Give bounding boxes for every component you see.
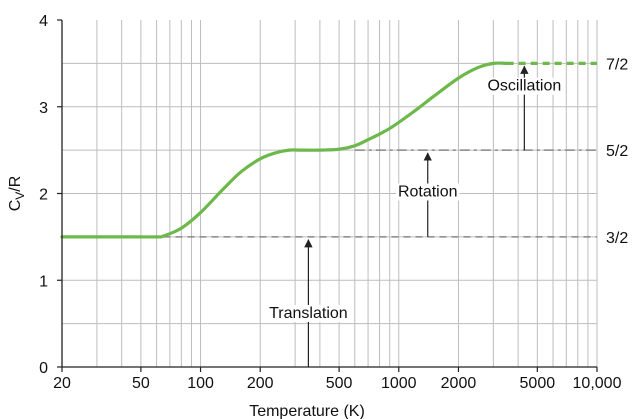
x-tick-label: 20 bbox=[53, 375, 71, 392]
x-tick-label: 1000 bbox=[381, 375, 417, 392]
annotation-label: Rotation bbox=[398, 184, 458, 201]
labels: Temperature (K) 20 50 100 200 500 1000 2000 500… bbox=[7, 13, 628, 419]
x-tick-label: 500 bbox=[326, 375, 353, 392]
annotation-label: Translation bbox=[269, 305, 348, 322]
y-tick-label: 3 bbox=[39, 100, 48, 117]
x-axis-label: Temperature (K) bbox=[249, 403, 365, 419]
y-axis-label: CV/R bbox=[7, 176, 27, 212]
x-tick-label: 5000 bbox=[520, 375, 556, 392]
annotation-background bbox=[485, 77, 564, 95]
right-value-label: 5/2 bbox=[606, 143, 628, 160]
right-value-label: 3/2 bbox=[606, 230, 628, 247]
annotation-label: Oscillation bbox=[487, 78, 561, 95]
annotations: Translation Rotation Oscillation bbox=[267, 65, 564, 367]
x-tick-label: 50 bbox=[132, 375, 150, 392]
x-tick-label: 10,000 bbox=[573, 375, 622, 392]
x-tick-label: 200 bbox=[247, 375, 274, 392]
y-tick-label: 2 bbox=[39, 187, 48, 204]
y-tick-label: 1 bbox=[39, 273, 48, 290]
annotation-background bbox=[267, 304, 350, 322]
y-tick-label: 0 bbox=[39, 360, 48, 377]
grid bbox=[61, 20, 598, 367]
y-tick-label: 4 bbox=[39, 13, 48, 30]
x-tick-label: 2000 bbox=[441, 375, 477, 392]
heat-capacity-curve bbox=[60, 61, 509, 239]
axes bbox=[57, 19, 598, 372]
series bbox=[60, 61, 597, 239]
x-tick-label: 100 bbox=[187, 375, 214, 392]
reference-lines bbox=[163, 149, 597, 238]
annotation-background bbox=[395, 183, 460, 201]
right-value-label: 7/2 bbox=[606, 56, 628, 73]
